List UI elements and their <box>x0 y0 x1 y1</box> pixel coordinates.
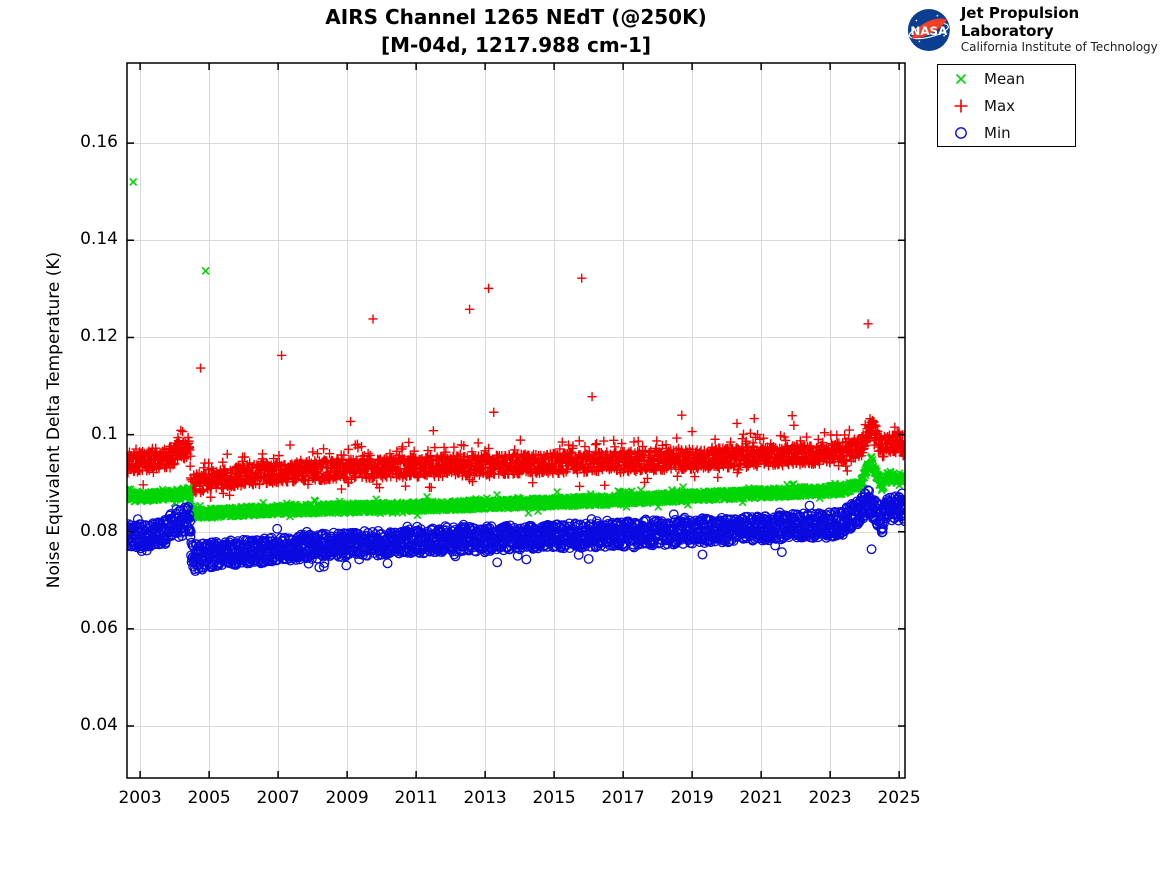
y-tick-label: 0.06 <box>80 617 118 638</box>
y-tick-label: 0.04 <box>80 715 118 736</box>
x-tick-label: 2003 <box>118 788 162 808</box>
chart-title: AIRS Channel 1265 NEdT (@250K) <box>325 5 707 29</box>
y-tick-label: 0.16 <box>80 132 118 153</box>
x-tick-label: 2015 <box>532 788 576 808</box>
jpl-logo-text: Jet Propulsion Laboratory California Ins… <box>961 4 1167 55</box>
min-circle-marker-icon <box>938 125 984 141</box>
nasa-meatball-icon: NASA <box>907 8 950 51</box>
max-plus-marker-icon <box>938 98 984 114</box>
y-axis-label: Noise Equivalent Delta Temperature (K) <box>44 251 64 589</box>
x-tick-label: 2009 <box>325 788 369 808</box>
x-tick-label: 2013 <box>463 788 507 808</box>
legend-label-max: Max <box>984 96 1016 115</box>
x-tick-label: 2023 <box>808 788 852 808</box>
mean-x-marker-icon <box>938 71 984 87</box>
x-tick-label: 2021 <box>739 788 783 808</box>
y-tick-label: 0.1 <box>90 423 118 444</box>
jpl-org-name: Jet Propulsion Laboratory <box>960 4 1080 40</box>
x-tick-label: 2007 <box>256 788 300 808</box>
legend-item-mean: Mean <box>938 66 1075 92</box>
jpl-org-sub: California Institute of Technology <box>960 40 1158 54</box>
jpl-logo-block: NASA Jet Propulsion Laboratory Californi… <box>906 4 1167 55</box>
legend-label-min: Min <box>984 123 1011 142</box>
chart-subtitle: [M-04d, 1217.988 cm-1] <box>380 33 652 57</box>
x-tick-label: 2025 <box>877 788 921 808</box>
x-tick-label: 2019 <box>670 788 714 808</box>
legend-label-mean: Mean <box>984 69 1025 88</box>
y-tick-label: 0.08 <box>80 520 118 541</box>
legend: Mean Max Min <box>937 64 1076 147</box>
legend-item-max: Max <box>938 93 1075 119</box>
y-tick-label: 0.14 <box>80 229 118 250</box>
y-tick-label: 0.12 <box>80 326 118 347</box>
chart-title-block: AIRS Channel 1265 NEdT (@250K) [M-04d, 1… <box>127 3 905 59</box>
nasa-logo-text: NASA <box>910 23 948 37</box>
x-tick-label: 2017 <box>601 788 645 808</box>
x-tick-label: 2011 <box>394 788 438 808</box>
x-tick-label: 2005 <box>187 788 231 808</box>
legend-item-min: Min <box>938 120 1075 146</box>
